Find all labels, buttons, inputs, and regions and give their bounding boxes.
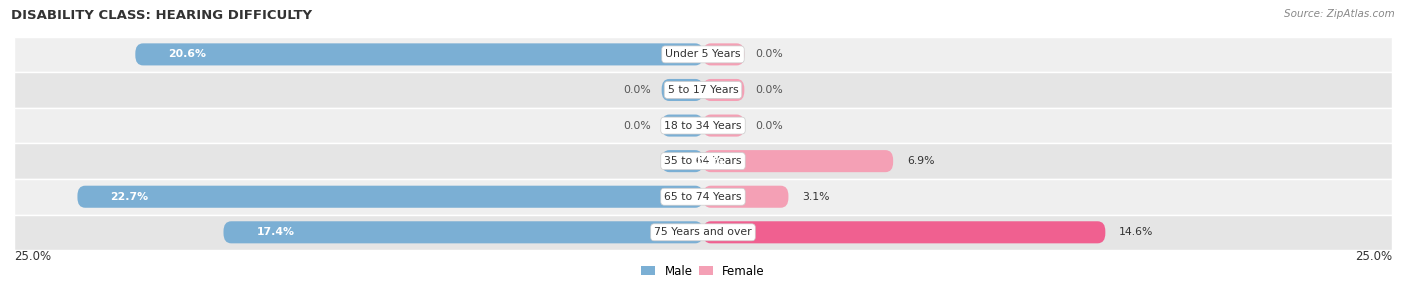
Text: Source: ZipAtlas.com: Source: ZipAtlas.com — [1284, 9, 1395, 19]
FancyBboxPatch shape — [703, 150, 893, 172]
Text: 35 to 64 Years: 35 to 64 Years — [664, 156, 742, 166]
Bar — [14, 214, 1392, 250]
Text: 25.0%: 25.0% — [14, 250, 51, 263]
Text: 0.0%: 0.0% — [755, 85, 783, 95]
Text: 65 to 74 Years: 65 to 74 Years — [664, 192, 742, 202]
Text: 6.9%: 6.9% — [907, 156, 935, 166]
Text: 0.0%: 0.0% — [755, 49, 783, 59]
FancyBboxPatch shape — [703, 186, 789, 208]
Bar — [14, 72, 1392, 108]
FancyBboxPatch shape — [662, 79, 703, 101]
FancyBboxPatch shape — [703, 43, 744, 66]
Text: 0.0%: 0.0% — [623, 85, 651, 95]
Text: 20.6%: 20.6% — [169, 49, 207, 59]
Bar — [14, 108, 1392, 143]
Text: 18 to 34 Years: 18 to 34 Years — [664, 120, 742, 131]
Text: 14.6%: 14.6% — [1119, 227, 1153, 237]
Text: Under 5 Years: Under 5 Years — [665, 49, 741, 59]
Bar — [14, 143, 1392, 179]
Bar — [14, 179, 1392, 214]
FancyBboxPatch shape — [662, 115, 703, 137]
Text: DISABILITY CLASS: HEARING DIFFICULTY: DISABILITY CLASS: HEARING DIFFICULTY — [11, 9, 312, 22]
FancyBboxPatch shape — [662, 150, 703, 172]
FancyBboxPatch shape — [135, 43, 703, 66]
FancyBboxPatch shape — [77, 186, 703, 208]
Bar — [14, 37, 1392, 72]
FancyBboxPatch shape — [703, 115, 744, 137]
Text: 3.1%: 3.1% — [803, 192, 830, 202]
FancyBboxPatch shape — [703, 79, 744, 101]
Text: 25.0%: 25.0% — [1355, 250, 1392, 263]
Text: 1.5%: 1.5% — [695, 156, 725, 166]
FancyBboxPatch shape — [703, 221, 1105, 243]
Text: 0.0%: 0.0% — [623, 120, 651, 131]
FancyBboxPatch shape — [224, 221, 703, 243]
Text: 0.0%: 0.0% — [755, 120, 783, 131]
Text: 17.4%: 17.4% — [256, 227, 295, 237]
Text: 75 Years and over: 75 Years and over — [654, 227, 752, 237]
Text: 22.7%: 22.7% — [111, 192, 149, 202]
Legend: Male, Female: Male, Female — [637, 260, 769, 283]
Text: 5 to 17 Years: 5 to 17 Years — [668, 85, 738, 95]
